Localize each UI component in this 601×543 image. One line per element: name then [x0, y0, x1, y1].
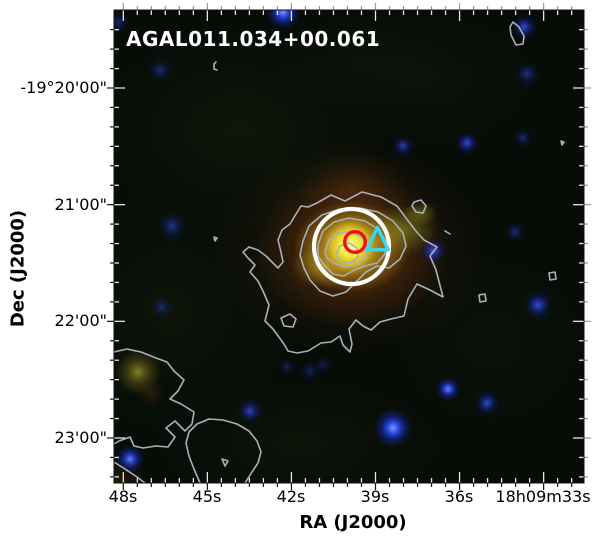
cyan-triangle-marker: [365, 225, 390, 252]
y-tick-label-3: 23'00": [54, 428, 107, 447]
x-tick-label-2: 42s: [276, 487, 306, 506]
sky-image: [114, 10, 584, 483]
y-axis-label: Dec (J2000): [7, 209, 29, 328]
axis-ticks-outer: [107, 3, 591, 490]
y-tick-label-1: 21'00": [54, 195, 107, 214]
central-clump: [214, 140, 490, 356]
x-tick-label-1: 45s: [192, 487, 222, 506]
axis-ticks-inner: [114, 10, 584, 483]
plot-border: [113, 9, 585, 484]
white-aperture-circle: [311, 206, 392, 287]
x-tick-label-4: 36s: [444, 487, 474, 506]
blue-stars: [114, 10, 584, 473]
x-tick-label-5: 18h09m33s: [495, 487, 591, 506]
y-tick-label-2: 22'00": [54, 311, 107, 330]
x-tick-label-3: 39s: [360, 487, 390, 506]
red-circle-marker: [343, 229, 368, 254]
x-tick-label-0: 48s: [108, 487, 138, 506]
x-axis-label: RA (J2000): [299, 512, 407, 533]
y-tick-label-0: -19°20'00": [20, 78, 107, 97]
source-name-label: AGAL011.034+00.061: [126, 27, 381, 51]
